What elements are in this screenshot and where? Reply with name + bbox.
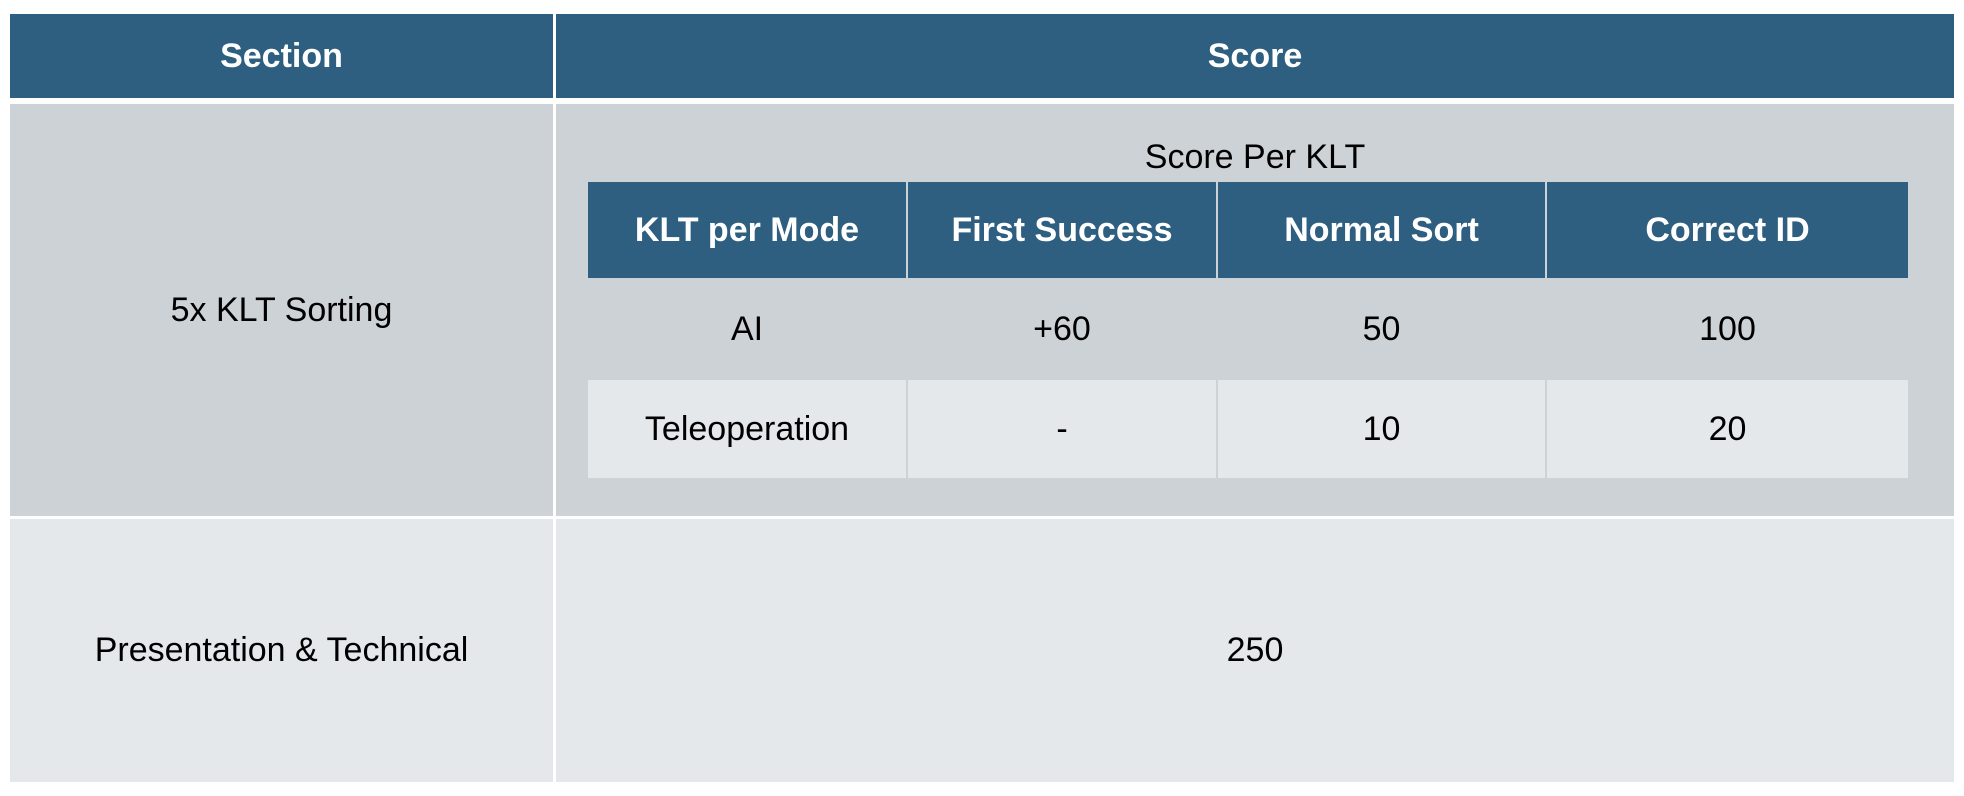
inner-row-ai-mode: AI xyxy=(588,281,906,378)
inner-cell: 50 xyxy=(1362,310,1401,348)
inner-header-first-success-label: First Success xyxy=(951,210,1173,249)
row-klt-sorting-section: 5x KLT Sorting xyxy=(10,104,553,516)
inner-cell: - xyxy=(1056,409,1068,448)
header-section-label: Section xyxy=(220,36,343,75)
inner-row-teleop-normal-sort: 10 xyxy=(1218,380,1545,478)
inner-row-teleop-first-success: - xyxy=(908,380,1216,478)
row-presentation-score: 250 xyxy=(556,519,1954,782)
row-presentation-section: Presentation & Technical xyxy=(10,519,553,782)
score-per-klt-table: KLT per Mode First Success Normal Sort C… xyxy=(588,182,1908,484)
inner-cell: 20 xyxy=(1708,409,1747,448)
score-table: Section Score 5x KLT Sorting Score Per K… xyxy=(10,14,1954,782)
inner-cell: 100 xyxy=(1699,310,1756,348)
score-per-klt-caption: Score Per KLT xyxy=(556,132,1954,182)
inner-header-mode-label: KLT per Mode xyxy=(634,210,860,249)
inner-cell: 10 xyxy=(1362,409,1401,448)
header-section: Section xyxy=(10,14,553,98)
inner-row-ai-correct-id: 100 xyxy=(1547,281,1908,378)
inner-row-ai-first-success: +60 xyxy=(908,281,1216,378)
row-klt-sorting-label: 5x KLT Sorting xyxy=(170,290,393,329)
inner-cell: +60 xyxy=(1033,310,1091,348)
inner-header-normal-sort-label: Normal Sort xyxy=(1284,210,1479,249)
row-presentation-label: Presentation & Technical xyxy=(94,631,469,669)
inner-header-correct-id: Correct ID xyxy=(1547,182,1908,278)
inner-header-first-success: First Success xyxy=(908,182,1216,278)
header-score-label: Score xyxy=(1207,36,1303,75)
inner-header-correct-id-label: Correct ID xyxy=(1645,210,1810,249)
inner-row-teleop-mode: Teleoperation xyxy=(588,380,906,478)
score-per-klt-caption-text: Score Per KLT xyxy=(1144,137,1366,176)
inner-cell: AI xyxy=(730,310,764,348)
inner-header-normal-sort: Normal Sort xyxy=(1218,182,1545,278)
row-presentation-score-value: 250 xyxy=(1226,631,1284,669)
inner-row-teleop-correct-id: 20 xyxy=(1547,380,1908,478)
inner-row-ai-normal-sort: 50 xyxy=(1218,281,1545,378)
header-score: Score xyxy=(556,14,1954,98)
inner-header-mode: KLT per Mode xyxy=(588,182,906,278)
inner-cell: Teleoperation xyxy=(644,409,850,448)
